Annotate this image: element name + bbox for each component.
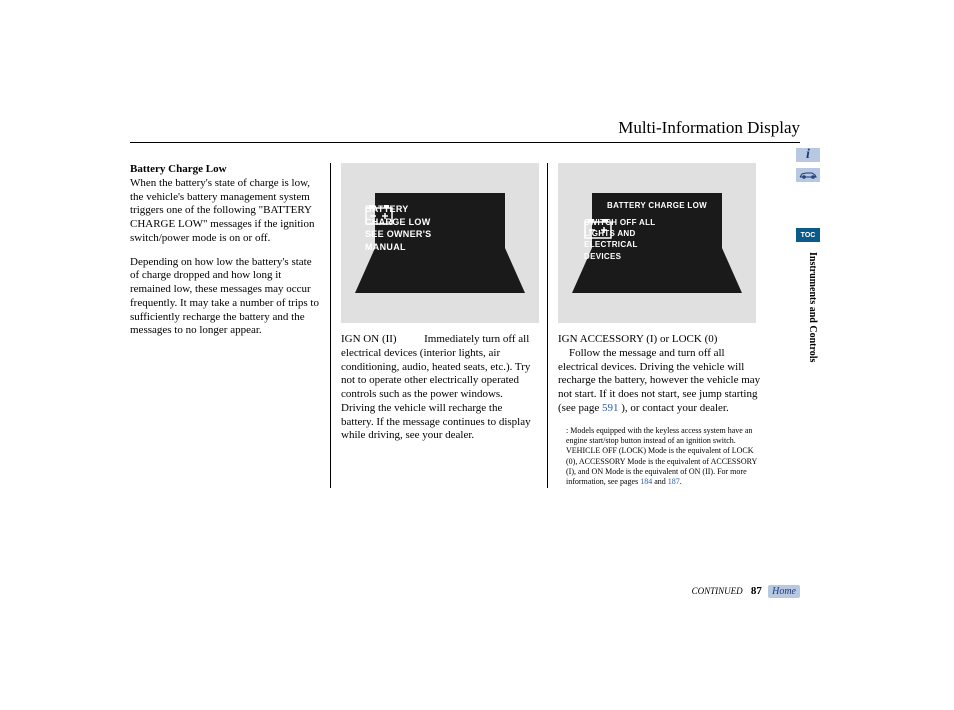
battery-icon [584,217,612,239]
display-image-2: BATTERY CHARGE LOW SWITCH OFF ALL [558,163,756,323]
link-591[interactable]: 591 [602,402,619,414]
panel2-header: BATTERY CHARGE LOW [572,201,742,210]
display-panel-1: BATTERY CHARGE LOW SEE OWNER'S MANUAL [355,193,525,293]
toc-tab[interactable]: TOC [796,228,820,242]
column-1: Battery Charge Low When the battery's st… [130,163,330,488]
info-tab[interactable]: i [796,148,820,162]
para1-text: When the battery's state of charge is lo… [130,177,314,244]
columns: Battery Charge Low When the battery's st… [130,163,800,488]
col2-body: Immediately turn off all electrical devi… [341,333,531,441]
subhead-battery: Battery Charge Low [130,163,227,175]
display-panel-2: BATTERY CHARGE LOW SWITCH OFF ALL [572,193,742,293]
link-187[interactable]: 187 [668,477,680,486]
display-image-1: BATTERY CHARGE LOW SEE OWNER'S MANUAL [341,163,539,323]
col3-body-b: ), or contact your dealer. [618,402,728,414]
side-tabs: i [796,148,820,188]
col2-para: IGN ON (II) －－ Immediately turn off all … [341,333,537,443]
ign-acc-label: IGN ACCESSORY (I) or LOCK (0) [558,333,717,345]
car-tab[interactable] [796,168,820,182]
col3-para: IGN ACCESSORY (I) or LOCK (0) －Follow th… [558,333,766,416]
page-container: Multi-Information Display Battery Charge… [130,118,800,488]
home-button[interactable]: Home [768,585,800,598]
para2: Depending on how low the battery's state… [130,256,320,339]
column-3: BATTERY CHARGE LOW SWITCH OFF ALL [548,163,766,488]
continued-label: CONTINUED 87 Home [692,585,800,598]
section-label: Instruments and Controls [807,252,818,362]
footnote: : Models equipped with the keyless acces… [566,426,766,488]
page-number: 87 [751,585,762,597]
page-title: Multi-Information Display [130,118,800,143]
battery-icon [365,203,393,225]
link-184[interactable]: 184 [640,477,652,486]
para-intro: Battery Charge Low When the battery's st… [130,163,320,246]
ign-on-label: IGN ON (II) [341,333,397,345]
column-2: BATTERY CHARGE LOW SEE OWNER'S MANUAL IG… [330,163,548,488]
footnote-end: . [680,477,682,486]
footnote-mid: and [652,477,668,486]
